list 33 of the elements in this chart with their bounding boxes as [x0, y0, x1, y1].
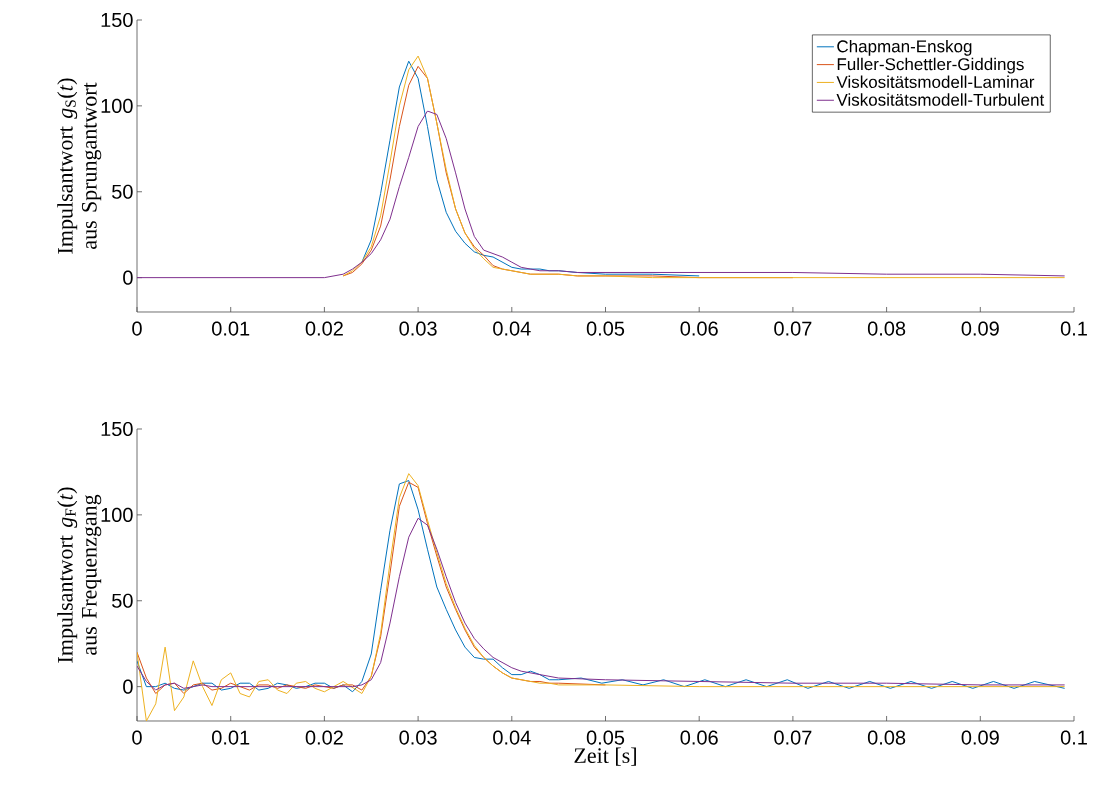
x-tick-label: 0.02 — [305, 321, 343, 336]
x-tick-label: 0.02 — [305, 730, 343, 745]
x-tick-label: 0.05 — [586, 730, 625, 745]
legend-label: Chapman-Enskog — [837, 39, 972, 56]
y-tick-label: 150 — [101, 421, 133, 437]
x-tick-label: 0.08 — [867, 321, 906, 336]
x-tick-label: 0.09 — [961, 321, 999, 336]
x-tick-label: 0.07 — [774, 730, 812, 745]
y-tick-label: 150 — [101, 12, 133, 28]
x-tick-label: 0.03 — [399, 321, 437, 336]
legend-label: Viskositätsmodell-Laminar — [836, 75, 1035, 89]
y-tick-label: 100 — [101, 507, 133, 522]
x-tick-label: 0.1 — [1060, 321, 1087, 336]
x-tick-label: 0.06 — [680, 321, 718, 336]
x-tick-label: 0.06 — [680, 730, 718, 745]
x-tick-label: 0.07 — [774, 321, 812, 336]
x-tick-label: 0.04 — [493, 730, 531, 745]
x-tick-label: 0.05 — [586, 321, 625, 336]
x-tick-label: 0.1 — [1060, 730, 1087, 745]
x-tick-label: 0.08 — [867, 730, 906, 745]
x-tick-label: 0.01 — [212, 730, 250, 745]
x-axis-title: Zeit [s] — [574, 747, 636, 766]
y-tick-label: 0 — [123, 679, 133, 694]
y-tick-label: 50 — [112, 593, 133, 608]
x-tick-label: 0.03 — [399, 730, 437, 745]
legend-label: Fuller-Schettler-Giddings — [837, 57, 1024, 74]
y-tick-label: 100 — [101, 98, 133, 113]
x-tick-label: 0.01 — [212, 321, 250, 336]
x-tick-label: 0.09 — [961, 730, 999, 745]
x-tick-label: 0.04 — [493, 321, 531, 336]
y-tick-label: 50 — [112, 184, 133, 199]
y-tick-label: 0 — [123, 270, 133, 285]
legend-label: Viskositätsmodell-Turbulent — [836, 93, 1045, 106]
